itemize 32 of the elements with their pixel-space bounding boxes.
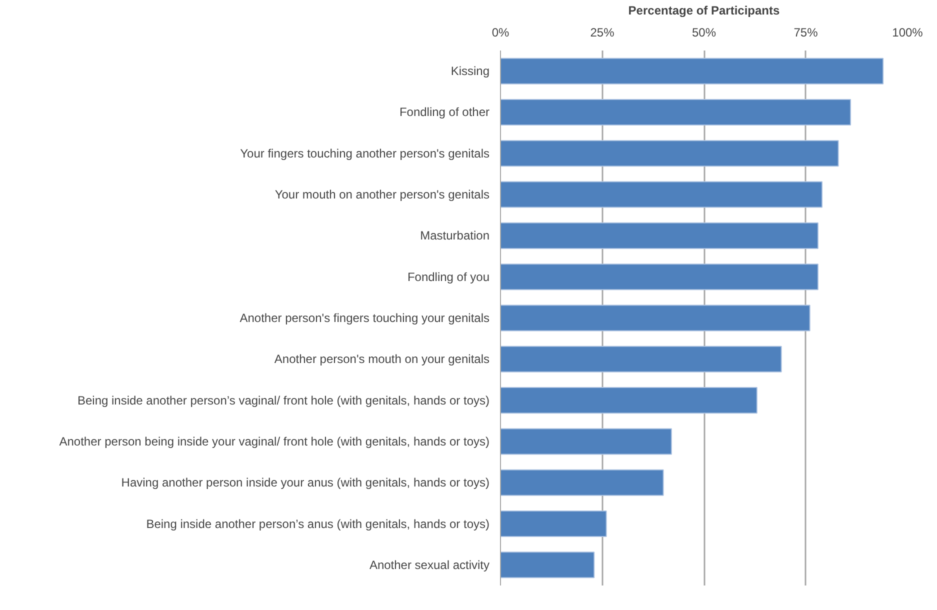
y-tick-label: Kissing <box>450 64 490 78</box>
bar <box>500 264 818 290</box>
x-tick-label: 25% <box>590 26 615 40</box>
y-tick-label: Being inside another person’s vaginal/ front hole (with genitals, hands or toys) <box>77 393 490 408</box>
y-tick-label: Another person's fingers touching your genitals <box>240 311 490 325</box>
bar <box>500 58 884 84</box>
x-tick-label: 100% <box>892 26 924 40</box>
y-tick-label: Your mouth on another person's genitals <box>274 188 490 202</box>
y-tick-label: Another person being inside your vaginal/ front hole (with genitals, hands or toys) <box>59 434 490 448</box>
x-tick-label: 50% <box>692 26 716 40</box>
y-tick-label: Fondling of other <box>399 105 490 120</box>
bar <box>500 387 758 414</box>
y-tick-label: Fondling of you <box>407 270 490 284</box>
y-tick-label: Another person's mouth on your genitals <box>274 352 490 366</box>
y-tick-label: Your fingers touching another person's genitals <box>240 146 490 160</box>
x-tick-label: 75% <box>794 26 818 40</box>
bar <box>500 428 672 455</box>
x-tick-label: 0% <box>492 26 510 40</box>
bar <box>500 510 607 538</box>
bar <box>500 98 852 126</box>
bar <box>500 552 595 578</box>
bar <box>500 222 818 249</box>
bar <box>500 140 839 167</box>
y-tick-label: Having another person inside your anus (with genitals, hands or toys) <box>121 476 490 490</box>
bar <box>500 346 782 372</box>
bar <box>500 304 810 332</box>
x-axis-title: Percentage of Participants <box>628 4 780 18</box>
bar <box>500 469 664 496</box>
y-tick-label: Masturbation <box>420 228 490 243</box>
bar <box>500 181 823 208</box>
y-tick-label: Being inside another person’s anus (with genitals, hands or toys) <box>146 516 490 531</box>
y-tick-label: Another sexual activity <box>369 558 490 572</box>
